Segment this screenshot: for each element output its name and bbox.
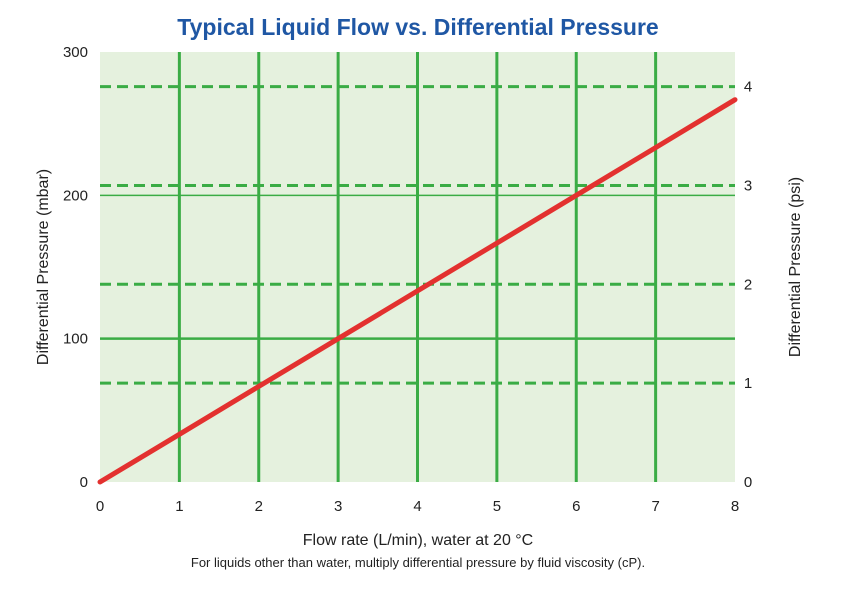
y-tick-label: 0 bbox=[80, 474, 88, 491]
x-tick-label: 4 bbox=[413, 498, 421, 515]
y2-tick-label: 2 bbox=[744, 276, 752, 293]
y2-tick-label: 0 bbox=[744, 474, 752, 491]
y2-tick-label: 4 bbox=[744, 79, 752, 96]
y-tick-label: 200 bbox=[63, 187, 88, 204]
series-line bbox=[97, 97, 738, 485]
x-tick-label: 5 bbox=[493, 498, 501, 515]
grid bbox=[100, 52, 735, 482]
series-lines bbox=[97, 97, 738, 485]
y2-tick-label: 1 bbox=[744, 375, 752, 392]
y2-axis-label: Differential Pressure (psi) bbox=[787, 177, 804, 357]
y-tick-label: 100 bbox=[63, 331, 88, 348]
y-tick-label: 300 bbox=[63, 44, 88, 61]
x-tick-label: 1 bbox=[175, 498, 183, 515]
x-tick-label: 2 bbox=[255, 498, 263, 515]
x-tick-label: 8 bbox=[731, 498, 739, 515]
x-axis-label: Flow rate (L/min), water at 20 °C bbox=[303, 532, 533, 549]
chart-footnote: For liquids other than water, multiply d… bbox=[191, 555, 645, 570]
y2-tick-label: 3 bbox=[744, 177, 752, 194]
x-tick-label: 7 bbox=[651, 498, 659, 515]
x-tick-label: 3 bbox=[334, 498, 342, 515]
y-axis-label: Differential Pressure (mbar) bbox=[35, 169, 52, 365]
x-tick-label: 6 bbox=[572, 498, 580, 515]
chart-title: Typical Liquid Flow vs. Differential Pre… bbox=[177, 14, 658, 40]
x-tick-label: 0 bbox=[96, 498, 104, 515]
